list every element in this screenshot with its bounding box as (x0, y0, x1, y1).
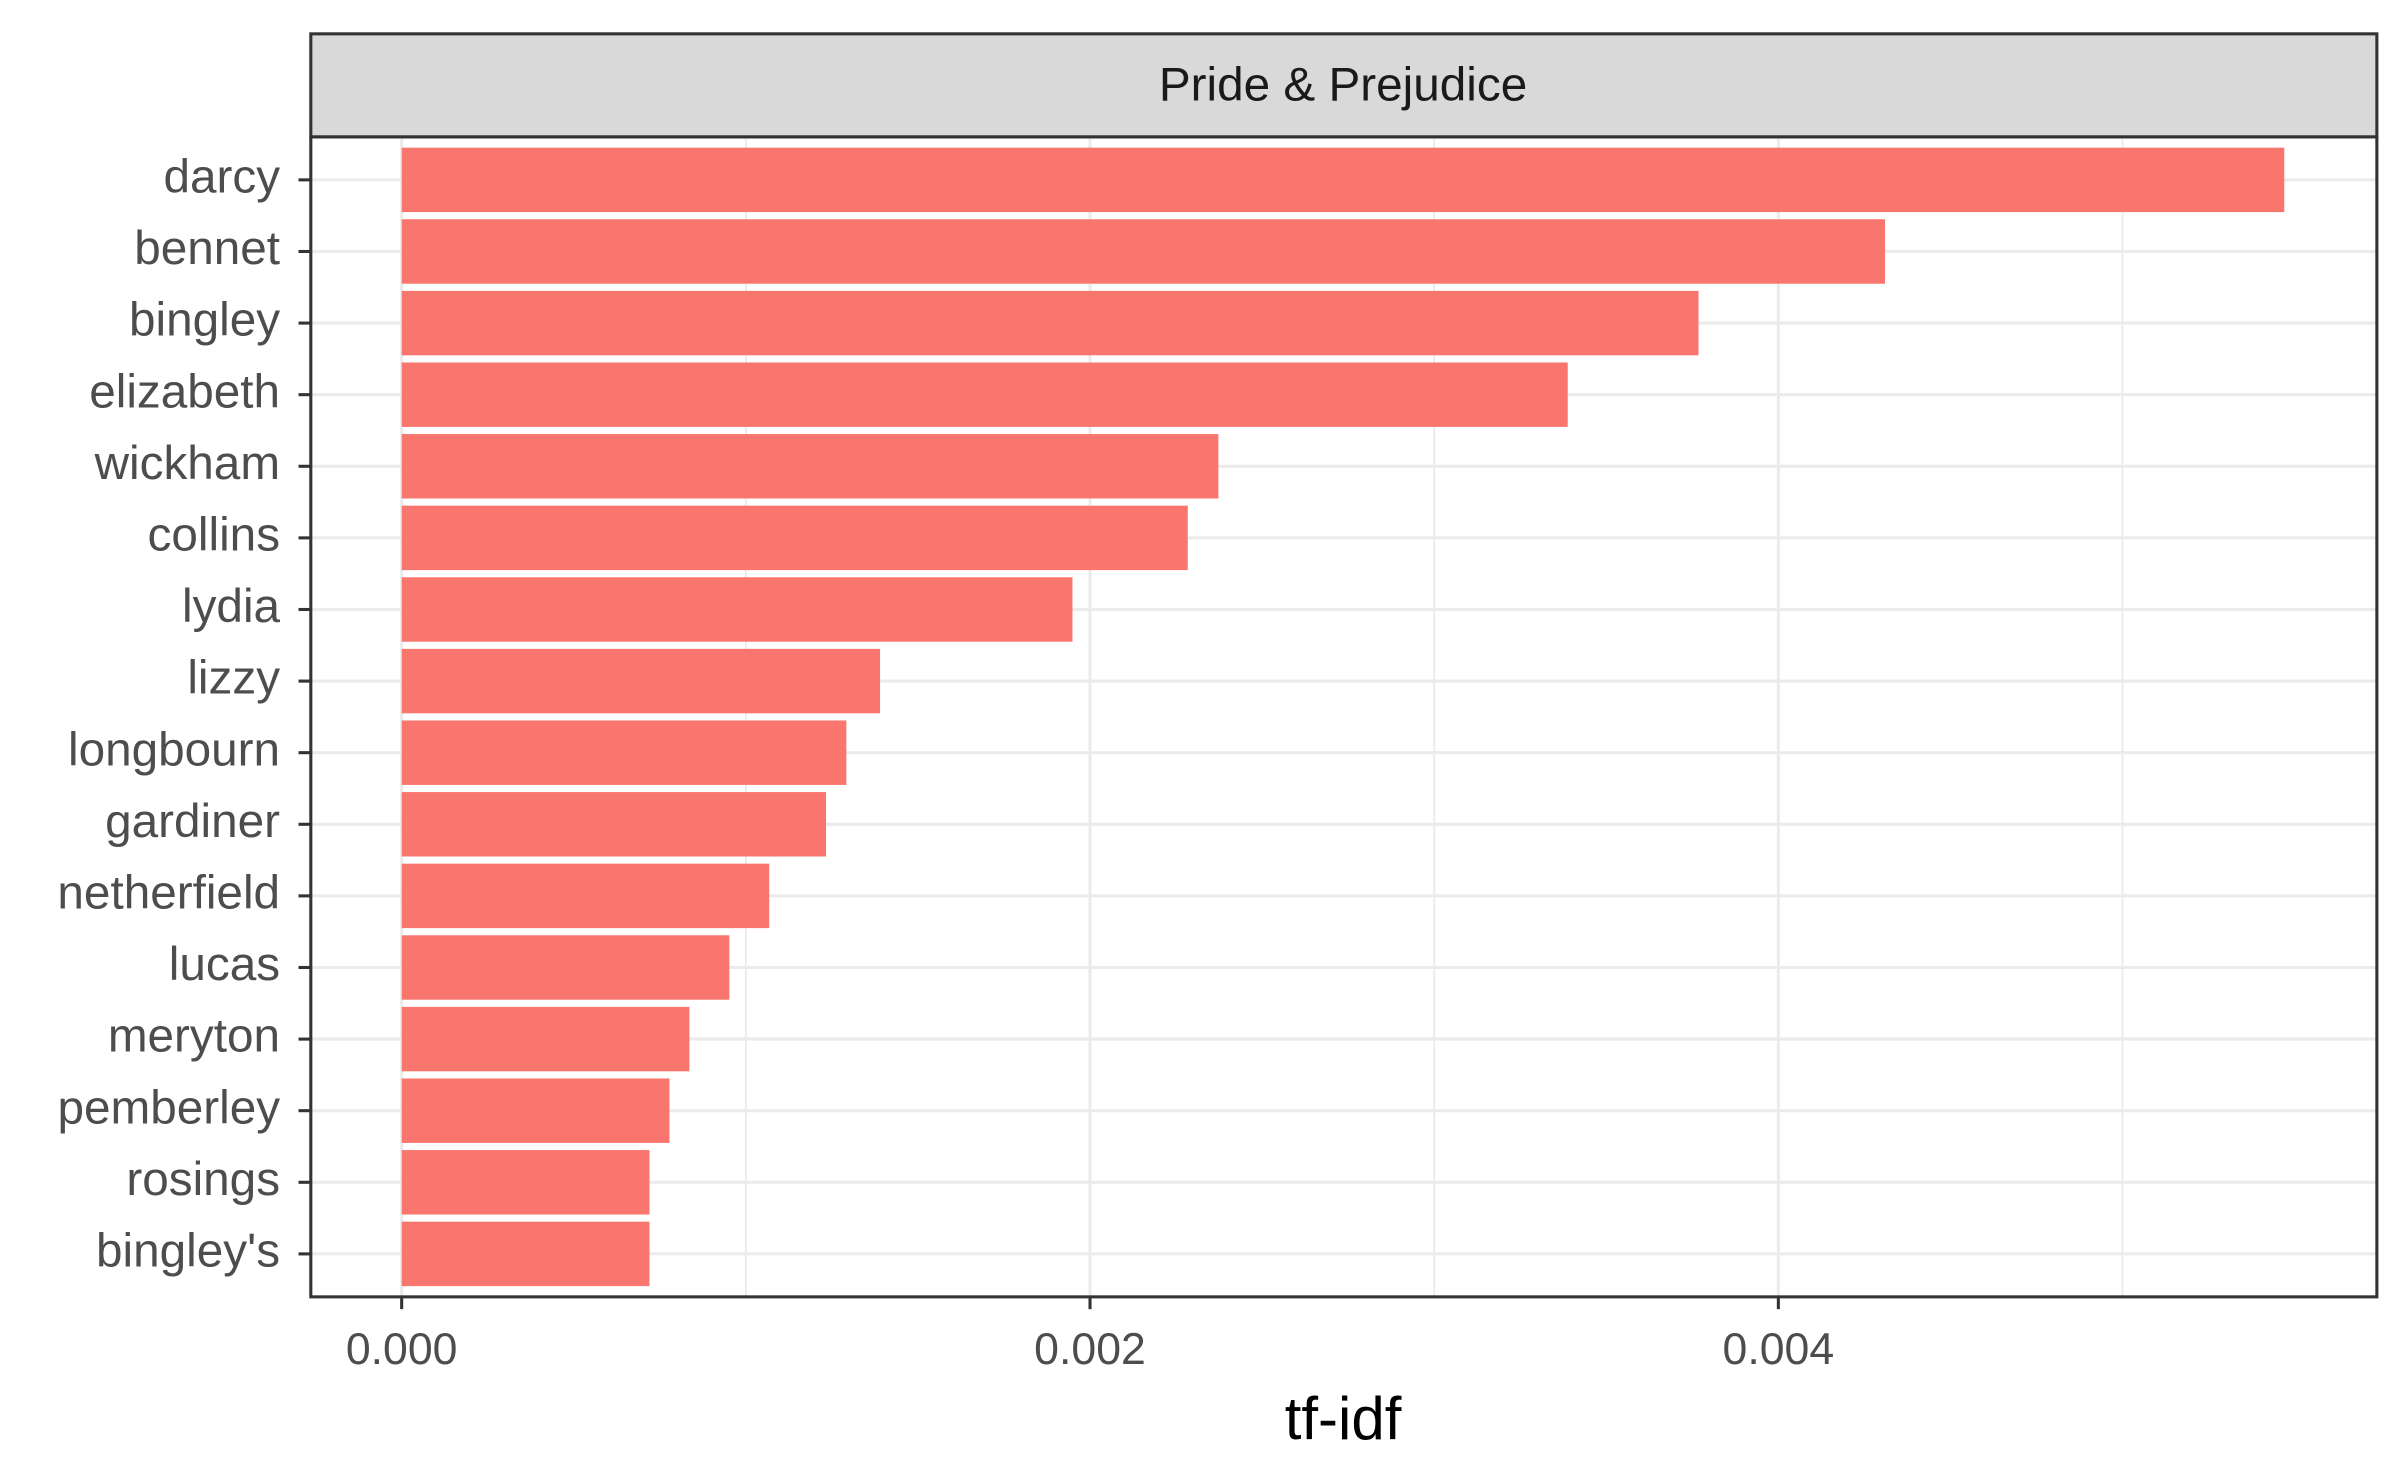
y-tick-label: elizabeth (89, 365, 280, 418)
bar (401, 577, 1073, 642)
bars (401, 147, 2285, 1287)
bar (401, 362, 1568, 427)
y-tick-label: rosings (126, 1153, 280, 1206)
y-tick-label: bennet (134, 222, 280, 275)
bar (401, 290, 1699, 356)
y-tick-label: bingley's (96, 1224, 280, 1277)
bar (401, 147, 2285, 213)
y-tick-label: meryton (108, 1010, 280, 1063)
bar (401, 1006, 690, 1072)
bar (401, 219, 1886, 284)
bar (401, 863, 770, 929)
bar (401, 935, 730, 1000)
bar (401, 434, 1219, 499)
y-tick-label: longbourn (68, 723, 280, 776)
y-tick-label: netherfield (57, 866, 280, 919)
y-tick-label: gardiner (105, 795, 280, 848)
y-tick-label: lydia (182, 580, 281, 633)
x-axis-title: tf-idf (1285, 1385, 1402, 1452)
y-tick-label: lucas (169, 938, 280, 991)
facet-strip (309, 32, 2379, 139)
y-tick-label: wickham (94, 437, 280, 490)
facet-title: Pride & Prejudice (1159, 58, 1527, 111)
bar (401, 648, 881, 714)
bar (401, 505, 1188, 571)
y-tick-label: bingley (129, 294, 280, 347)
panel-border (309, 135, 2379, 1299)
bar (401, 1221, 650, 1287)
y-tick-label: lizzy (187, 652, 280, 705)
y-tick-label: pemberley (57, 1081, 280, 1134)
y-tick-label: collins (148, 508, 280, 561)
x-tick-label: 0.000 (346, 1325, 458, 1374)
bar (401, 720, 847, 785)
bar (401, 1150, 650, 1215)
y-tick-label: darcy (163, 150, 280, 203)
x-tick-label: 0.004 (1723, 1325, 1835, 1374)
x-tick-label: 0.002 (1034, 1325, 1146, 1374)
bar (401, 792, 827, 857)
bar (401, 1078, 670, 1143)
